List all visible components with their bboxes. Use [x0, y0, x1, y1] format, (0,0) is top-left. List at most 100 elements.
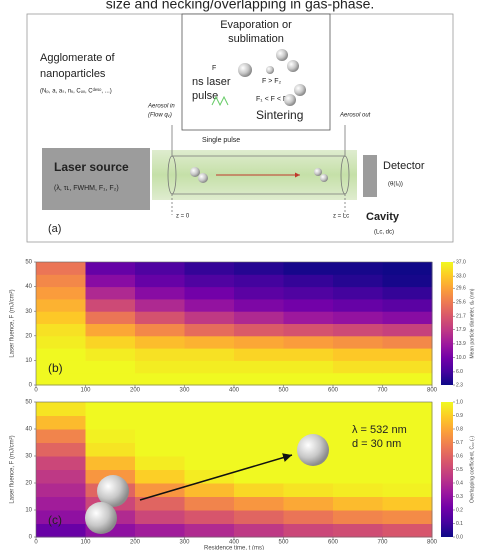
- heat-cell: [86, 311, 136, 324]
- heat-cell: [284, 373, 334, 386]
- heat-cell: [36, 324, 86, 337]
- label: nanoparticles: [40, 68, 106, 80]
- x-tick-label: 200: [130, 388, 141, 394]
- colorbar-tick-label: 0.3: [456, 494, 463, 500]
- heat-cell: [383, 274, 433, 287]
- heat-cell: [284, 262, 334, 275]
- sphere: [297, 434, 329, 466]
- heat-cell: [36, 311, 86, 324]
- x-tick-label: 700: [377, 540, 388, 546]
- x-tick-label: 800: [427, 388, 438, 394]
- heat-cell: [284, 324, 334, 337]
- colorbar-tick-label: 10.0: [456, 355, 466, 361]
- heat-cell: [135, 324, 185, 337]
- label: Aerosol in: [147, 104, 175, 110]
- panel-label: (b): [48, 361, 63, 375]
- heat-cell: [36, 299, 86, 312]
- label: (Nₚ, a, aₛ, nᵥ, Cₒᵥ, Cᵈᵉˢᵒ, ...): [40, 88, 112, 95]
- heat-cell: [333, 360, 383, 373]
- heat-cell: [135, 348, 185, 361]
- y-axis-label: Laser fluence, F (mJ/cm²): [10, 289, 16, 357]
- heat-cell: [36, 402, 86, 416]
- y-tick-label: 50: [25, 400, 32, 406]
- heat-cell: [284, 402, 334, 416]
- colorbar-label: Mean particle diameter, dₚ (nm): [469, 288, 475, 358]
- heat-cell: [185, 299, 235, 312]
- heat-cell: [135, 262, 185, 275]
- heat-cell: [234, 299, 284, 312]
- heat-cell: [185, 456, 235, 470]
- heat-cell: [333, 510, 383, 524]
- heat-cell: [284, 416, 334, 430]
- colorbar-tick-label: 0.4: [456, 480, 463, 486]
- label: (Flow qᵥ): [148, 113, 172, 119]
- colorbar-label: Overlapping coefficient, Cₒᵥ (-): [469, 436, 475, 503]
- heat-cell: [36, 336, 86, 349]
- heat-cell: [383, 360, 433, 373]
- colorbar-tick-label: 0.9: [456, 413, 463, 419]
- heat-cell: [284, 348, 334, 361]
- heat-cell: [383, 456, 433, 470]
- heat-cell: [284, 287, 334, 300]
- heat-cell: [234, 373, 284, 386]
- inset-text: sublimation: [228, 33, 284, 45]
- heat-cell: [135, 360, 185, 373]
- heat-cell: [234, 497, 284, 511]
- heat-cell: [383, 324, 433, 337]
- label: Agglomerate of: [40, 52, 116, 64]
- heat-cell: [185, 324, 235, 337]
- heat-cell: [383, 470, 433, 484]
- heat-cell: [333, 373, 383, 386]
- inset-text: Sintering: [256, 108, 303, 122]
- heat-cell: [284, 524, 334, 538]
- heat-cell: [234, 510, 284, 524]
- heat-cell: [234, 324, 284, 337]
- heat-cell: [383, 524, 433, 538]
- heat-cell: [135, 470, 185, 484]
- heat-cell: [383, 402, 433, 416]
- heat-cell: [36, 443, 86, 457]
- label: Detector: [383, 160, 425, 172]
- heat-cell: [185, 348, 235, 361]
- x-tick-label: 100: [80, 540, 91, 546]
- heat-cell: [333, 299, 383, 312]
- heat-cell: [234, 274, 284, 287]
- heat-cell: [185, 287, 235, 300]
- colorbar-tick-label: 2.3: [456, 382, 463, 388]
- figure: size and necking/overlapping in gas-phas…: [0, 0, 479, 550]
- heat-cell: [333, 336, 383, 349]
- colorbar: [441, 262, 453, 385]
- colorbar-tick-label: 33.0: [456, 274, 466, 280]
- heat-cell: [86, 274, 136, 287]
- heat-cell: [36, 483, 86, 497]
- colorbar-tick-label: 6.0: [456, 369, 463, 375]
- colorbar-tick-label: 21.7: [456, 314, 466, 320]
- heat-cell: [234, 360, 284, 373]
- colorbar-tick-label: 0.7: [456, 440, 463, 446]
- colorbar-tick-label: 0.6: [456, 453, 463, 459]
- heat-cell: [135, 299, 185, 312]
- colorbar-tick-label: 29.6: [456, 286, 466, 292]
- heat-cell: [185, 510, 235, 524]
- heat-cell: [36, 429, 86, 443]
- label: z = Lᴄ: [333, 214, 349, 220]
- heat-cell: [383, 483, 433, 497]
- heat-cell: [284, 299, 334, 312]
- colorbar-tick-label: 25.6: [456, 300, 466, 306]
- heat-cell: [86, 299, 136, 312]
- heat-cell: [185, 274, 235, 287]
- heat-cell: [234, 470, 284, 484]
- label: Single pulse: [202, 137, 240, 144]
- inset-text: F > F₂: [262, 78, 282, 85]
- heat-cell: [86, 348, 136, 361]
- panel-label: (c): [48, 513, 62, 527]
- x-tick-label: 600: [328, 540, 339, 546]
- heat-cell: [383, 510, 433, 524]
- x-tick-label: 0: [34, 540, 38, 546]
- heat-cell: [36, 497, 86, 511]
- heat-cell: [234, 483, 284, 497]
- heat-cell: [185, 470, 235, 484]
- y-tick-label: 0: [29, 383, 33, 389]
- heat-cell: [234, 429, 284, 443]
- detector-box: [363, 155, 377, 197]
